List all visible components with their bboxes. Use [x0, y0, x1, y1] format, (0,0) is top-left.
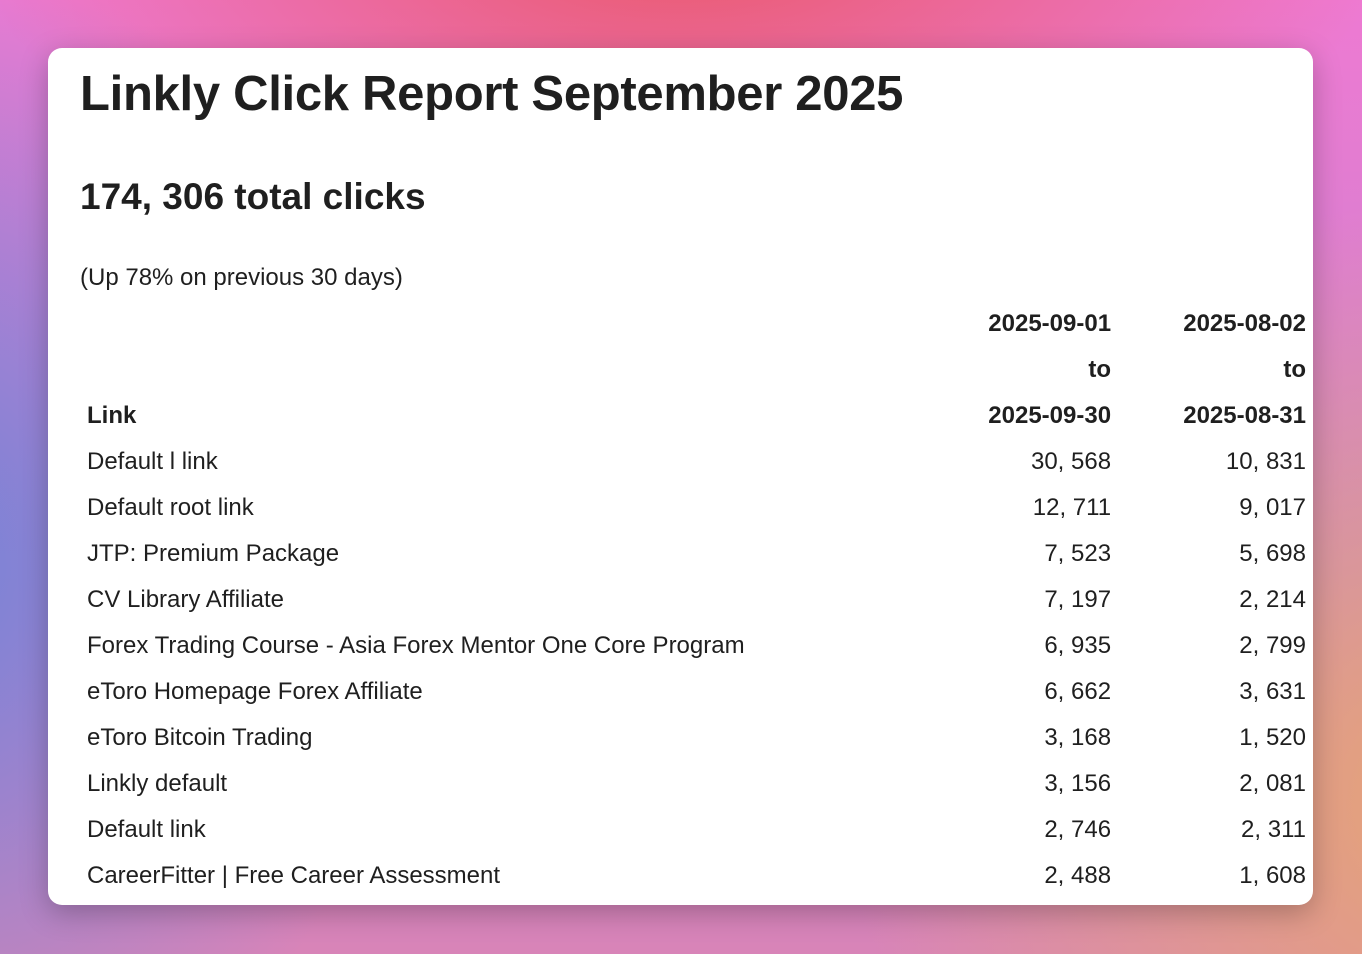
page-title: Linkly Click Report September 2025 [80, 67, 904, 121]
previous-clicks-cell: 5, 698 [1239, 540, 1306, 567]
total-clicks: 174, 306 total clicks [80, 176, 426, 217]
previous-clicks-cell: 2, 214 [1239, 586, 1306, 613]
previous-clicks-cell: 10, 831 [1225, 448, 1306, 475]
table-row: eToro Bitcoin Trading 3, 168 1, 520 [80, 715, 1313, 761]
previous-clicks-cell: 1, 608 [1239, 862, 1306, 889]
period-end: 2025-08-31 [1183, 402, 1306, 429]
current-clicks-cell: 3, 168 [1044, 724, 1112, 751]
table-row: Forex Trading Course - Asia Forex Mentor… [80, 623, 1313, 669]
header-link: Link [87, 402, 137, 429]
current-clicks-cell: 6, 935 [1044, 632, 1112, 659]
header-previous-period: 2025-08-02 to 2025-08-31 [1118, 301, 1313, 439]
period-to: to [1088, 356, 1112, 383]
table-row: eToro Homepage Forex Affiliate 6, 662 3, 6… [80, 669, 1313, 715]
previous-clicks-cell: 3, 631 [1239, 678, 1306, 705]
previous-clicks-cell: 2, 799 [1239, 632, 1306, 659]
table-row: CV Library Affiliate 7, 197 2, 214 [80, 577, 1313, 623]
link-cell: JTP: Premium Package [87, 540, 340, 567]
report-card: Linkly Click Report September 2025 174, … [48, 48, 1313, 905]
table-row: JTP: Premium Package 7, 523 5, 698 [80, 531, 1313, 577]
link-cell: Default root link [87, 494, 254, 521]
previous-clicks-cell: 2, 311 [1241, 816, 1306, 843]
link-cell: Forex Trading Course - Asia Forex Mentor… [87, 632, 745, 659]
current-clicks-cell: 12, 711 [1032, 494, 1112, 521]
previous-clicks-cell: 1, 520 [1239, 724, 1306, 751]
previous-clicks-cell: 9, 017 [1239, 494, 1306, 521]
link-cell: Linkly default [87, 770, 228, 797]
current-clicks-cell: 3, 156 [1044, 770, 1112, 797]
table-row: Linkly default 3, 156 2, 081 [80, 761, 1313, 807]
current-clicks-cell: 7, 523 [1044, 540, 1112, 567]
link-cell: eToro Homepage Forex Affiliate [87, 678, 423, 705]
link-cell: Default l link [87, 448, 218, 475]
period-to: to [1283, 356, 1306, 383]
change-note: (Up 78% on previous 30 days) [80, 264, 403, 291]
period-start: 2025-09-01 [988, 310, 1112, 337]
click-table: Link 2025-09-01 to 2025-09-30 2025-08-02… [80, 301, 1313, 899]
table-header-row: Link 2025-09-01 to 2025-09-30 2025-08-02… [80, 301, 1313, 439]
table-row: Default root link 12, 711 9, 017 [80, 485, 1313, 531]
current-clicks-cell: 6, 662 [1044, 678, 1112, 705]
link-cell: CareerFitter | Free Career Assessment [87, 862, 501, 889]
table-row: Default link 2, 746 2, 311 [80, 807, 1313, 853]
current-clicks-cell: 30, 568 [1030, 448, 1112, 475]
link-cell: Default link [87, 816, 206, 843]
current-clicks-cell: 2, 746 [1044, 816, 1112, 843]
previous-clicks-cell: 2, 081 [1239, 770, 1306, 797]
current-clicks-cell: 2, 488 [1044, 862, 1112, 889]
link-cell: CV Library Affiliate [87, 586, 284, 613]
table-row: CareerFitter | Free Career Assessment 2, … [80, 853, 1313, 899]
current-clicks-cell: 7, 197 [1044, 586, 1112, 613]
period-start: 2025-08-02 [1183, 310, 1306, 337]
period-end: 2025-09-30 [988, 402, 1112, 429]
link-cell: eToro Bitcoin Trading [87, 724, 313, 751]
table-row: Default l link 30, 568 10, 831 [80, 439, 1313, 485]
header-current-period: 2025-09-01 to 2025-09-30 [937, 301, 1118, 439]
